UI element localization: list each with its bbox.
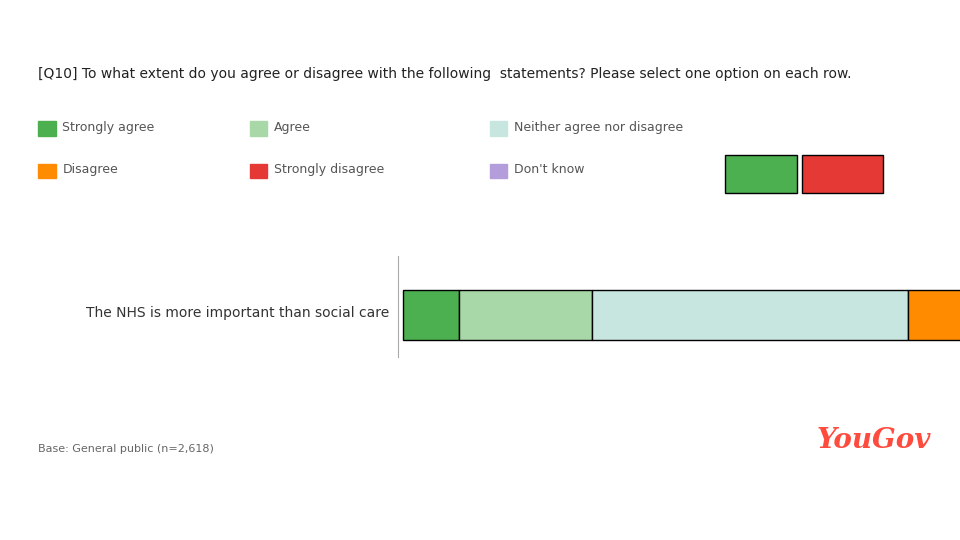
- FancyBboxPatch shape: [592, 290, 908, 340]
- Bar: [250, 122, 267, 136]
- Bar: [38, 164, 56, 178]
- Text: YouGov: YouGov: [817, 427, 931, 454]
- Text: Strongly disagree: Strongly disagree: [274, 163, 384, 177]
- Text: [Q10] To what extent do you agree or disagree with the following  statements? Pl: [Q10] To what extent do you agree or dis…: [38, 66, 852, 80]
- Text: Agree: Agree: [274, 121, 310, 134]
- Text: Strongly agree: Strongly agree: [62, 121, 155, 134]
- Text: 8%: 8%: [421, 309, 442, 322]
- FancyBboxPatch shape: [403, 290, 459, 340]
- FancyBboxPatch shape: [802, 155, 883, 193]
- Text: 17%: 17%: [953, 309, 960, 322]
- FancyBboxPatch shape: [725, 155, 797, 193]
- Text: 🌐  homecareassociation.org.uk: 🌐 homecareassociation.org.uk: [730, 507, 922, 519]
- Bar: [250, 164, 267, 178]
- Text: The NHS is more important than social care: The NHS is more important than social ca…: [85, 306, 389, 320]
- Text: Neither agree nor disagree: Neither agree nor disagree: [514, 121, 683, 134]
- Bar: [38, 122, 56, 136]
- FancyBboxPatch shape: [908, 290, 960, 340]
- FancyBboxPatch shape: [459, 290, 592, 340]
- Text: Disagree: Disagree: [807, 167, 877, 181]
- Bar: [490, 122, 507, 136]
- Text: 🐦  @homecareassn: 🐦 @homecareassn: [38, 507, 157, 519]
- Text: 19%: 19%: [512, 309, 540, 322]
- Text: Base: General public (n=2,618): Base: General public (n=2,618): [38, 444, 214, 454]
- Text: Agree: Agree: [737, 167, 784, 181]
- Bar: [490, 164, 507, 178]
- Text: Disagree: Disagree: [62, 163, 118, 177]
- Text: 45%: 45%: [736, 309, 764, 322]
- Text: Don't know: Don't know: [514, 163, 584, 177]
